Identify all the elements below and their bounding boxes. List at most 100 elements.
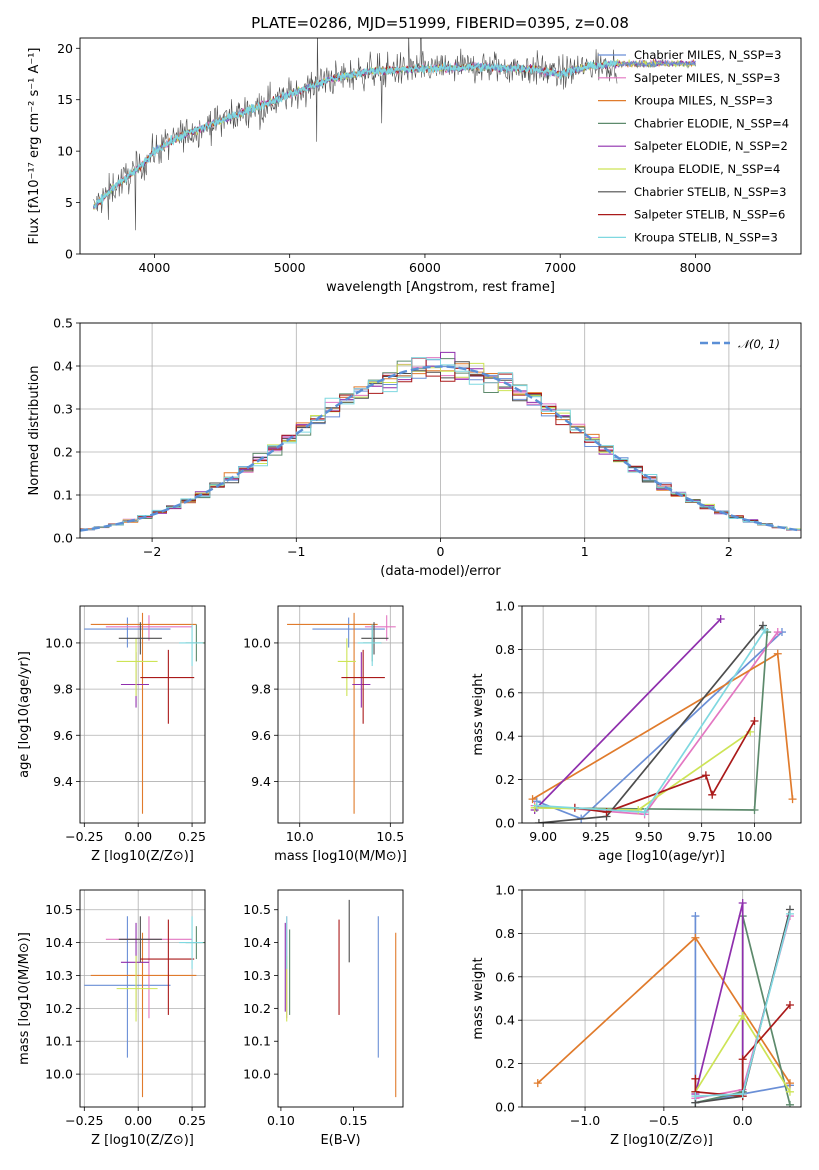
weight-marker: [785, 1087, 794, 1096]
mass_vs_ebv-frame: [277, 889, 404, 1108]
age_vs_mass-frame: [277, 605, 404, 824]
x-tick-label: 9.50: [635, 829, 663, 844]
errorbar-point: [90, 932, 197, 1098]
x-tick-label: 6000: [409, 260, 441, 275]
y-tick-label: 10.4: [243, 935, 271, 950]
x-tick-label: 7000: [544, 260, 576, 275]
spectrum-line: [93, 60, 618, 208]
errorbar-point: [312, 617, 385, 648]
x-tick-label: 5000: [274, 260, 306, 275]
y-tick-label: 10.4: [45, 935, 73, 950]
errorbar-point: [105, 615, 193, 641]
figure-title: PLATE=0286, MJD=51999, FIBERID=0395, z=0…: [251, 14, 629, 32]
weight-line: [534, 618, 722, 811]
y-tick-label: 9.8: [53, 682, 73, 697]
legend-label: Chabrier STELIB, N_SSP=3: [634, 185, 786, 199]
x-axis-label: E(B-V): [320, 1133, 360, 1148]
y-tick-label: 10.0: [45, 1067, 73, 1082]
y-tick-label: 0.8: [495, 642, 515, 657]
weight-line: [538, 624, 764, 823]
residuals-frame: [79, 322, 802, 539]
y-tick-label: 10.2: [45, 1001, 73, 1016]
x-axis-label: (data-model)/error: [380, 564, 501, 579]
x-tick-label: 9.75: [688, 829, 716, 844]
x-axis-label: age [log10(age/yr)]: [598, 849, 725, 864]
mass_vs_ebv-points: [284, 899, 397, 1098]
spectrum-line: [93, 38, 618, 231]
weight-marker: [785, 909, 794, 918]
weight-marker: [701, 771, 710, 780]
x-axis-label: wavelength [Angstrom, rest frame]: [326, 280, 555, 295]
errorbar-point: [116, 638, 158, 697]
mass_vs_Z-points: [84, 916, 205, 1098]
y-tick-label: 10.5: [243, 902, 271, 917]
y-tick-label: 10.0: [243, 1067, 271, 1082]
weight-line: [534, 631, 779, 816]
weight-marker: [532, 801, 541, 810]
y-tick-label: 9.6: [251, 728, 271, 743]
normal-legend-label: 𝒩(0, 1): [738, 337, 780, 351]
y-tick-label: 0.4: [495, 1013, 515, 1028]
weight_vs_Z-frame: [521, 889, 802, 1108]
weight_vs_Z-series: [533, 899, 794, 1107]
y-tick-label: 10.1: [45, 1034, 73, 1049]
weight-marker: [691, 933, 700, 942]
weight_vs_Z-axes: −1.0 −0.5 0.0 0.0 0.2 0.4 0.6 0.8 1.0 Z [log10(Z/…: [471, 883, 801, 1148]
errorbar-point: [341, 649, 385, 724]
x-tick-label: 0.15: [340, 1113, 368, 1128]
weight-marker: [738, 1011, 747, 1020]
legend-label: Kroupa STELIB, N_SSP=3: [634, 230, 778, 244]
y-tick-label: 10.0: [45, 635, 73, 650]
y-tick-label: 5: [65, 195, 73, 210]
x-tick-label: 0.25: [178, 1113, 206, 1128]
weight_vs_age-series: [528, 615, 797, 823]
spectrum-axes: 4000 5000 6000 7000 8000 0 5 10 15 20 wavelength […: [27, 41, 711, 295]
x-tick-label: −1: [287, 544, 305, 559]
errorbar-point: [179, 624, 203, 667]
x-tick-label: 10.5: [376, 829, 404, 844]
age_vs_Z-axes: −0.25 0.00 0.25 9.4 9.6 9.8 10.0 Z [log10(Z/Z⊙)…: [17, 606, 206, 864]
weight-marker: [691, 912, 700, 921]
y-tick-label: 0.6: [495, 969, 515, 984]
weight-line: [536, 629, 766, 813]
x-tick-label: −0.25: [65, 1113, 103, 1128]
y-tick-label: 10.2: [243, 1001, 271, 1016]
x-tick-label: 10.0: [286, 829, 314, 844]
spectrum-frame: [79, 37, 802, 255]
y-tick-label: 0.3: [53, 402, 73, 417]
x-tick-label: 0.25: [178, 829, 206, 844]
age_vs_mass-axes: 10.0 10.5 9.4 9.6 9.8 10.0 mass [log10(M/M⊙)]: [243, 606, 407, 864]
age_vs_Z-points: [84, 612, 205, 814]
x-tick-label: 2: [725, 544, 733, 559]
y-tick-label: 0.0: [495, 816, 515, 831]
weight-marker: [691, 1092, 700, 1101]
errorbar-point: [84, 617, 171, 648]
y-tick-label: 1.0: [495, 599, 515, 614]
spectrum-line: [92, 59, 618, 208]
weight-marker: [773, 628, 782, 637]
weight-marker: [773, 649, 782, 658]
errorbar-point: [357, 624, 382, 667]
weight-marker: [785, 1001, 794, 1010]
weight-marker: [738, 1089, 747, 1098]
y-tick-label: 20: [57, 41, 73, 56]
y-axis-label: mass [log10(M/M⊙)]: [17, 932, 32, 1065]
y-tick-label: 0.1: [53, 488, 73, 503]
y-tick-label: 10.1: [243, 1034, 271, 1049]
x-tick-label: 0.10: [267, 1113, 295, 1128]
residuals-axes: −2 −1 0 1 2 0.0 0.1 0.2 0.3 0.4 0.5 (data-model)/er…: [27, 316, 801, 579]
x-axis-label: mass [log10(M/M⊙)]: [274, 849, 407, 864]
legend-label: Salpeter MILES, N_SSP=3: [634, 71, 780, 85]
x-tick-label: 4000: [138, 260, 170, 275]
y-tick-label: 9.8: [251, 682, 271, 697]
x-axis-label: Z [log10(Z/Z⊙)]: [91, 1133, 194, 1148]
weight-marker: [634, 805, 643, 814]
errorbar-point: [120, 922, 149, 1012]
y-tick-label: 10.5: [45, 902, 73, 917]
weight-line: [536, 631, 769, 811]
weight-marker: [785, 1079, 794, 1088]
x-tick-label: 9.25: [582, 829, 610, 844]
x-tick-label: 0.00: [124, 1113, 152, 1128]
errorbar-point: [120, 652, 149, 708]
